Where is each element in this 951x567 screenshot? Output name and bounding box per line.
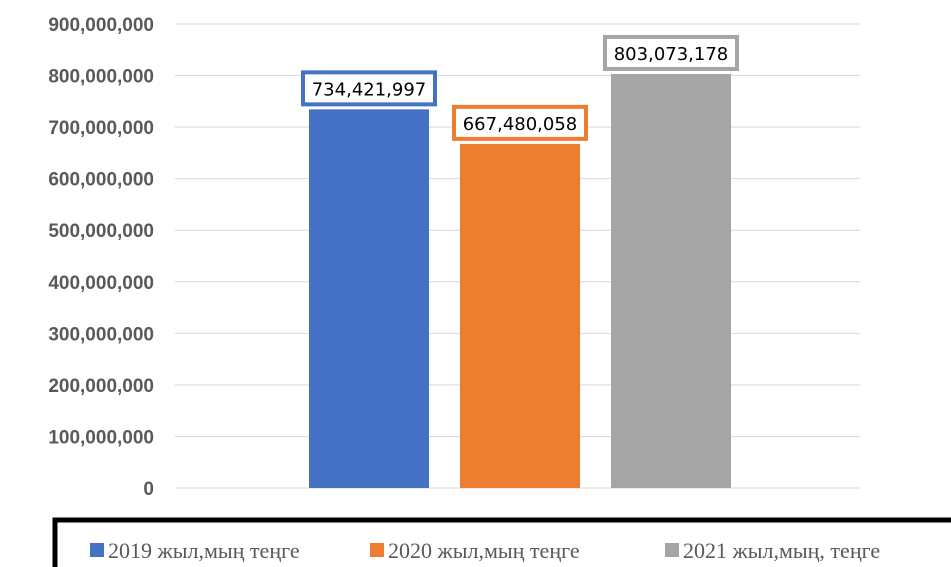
bars xyxy=(309,73,731,489)
legend: 2019 жыл,мың теңге 2020 жыл,мың теңге 2021… xyxy=(52,517,951,567)
y-tick-label: 900,000,000 xyxy=(48,15,154,36)
legend-item: 2019 жыл,мың теңге xyxy=(90,538,300,563)
legend-box xyxy=(52,517,951,567)
y-tick-label: 500,000,000 xyxy=(48,221,154,242)
legend-swatch xyxy=(90,543,104,557)
legend-label: 2019 жыл,мың теңге xyxy=(108,538,300,563)
data-labels: 734,421,997 667,480,058 803,073,178 xyxy=(301,34,739,141)
data-label-box xyxy=(603,34,739,71)
data-label-box xyxy=(452,104,588,141)
legend-item: 2020 жыл,мың теңге xyxy=(370,538,580,563)
data-label-text: 667,480,058 xyxy=(463,114,578,135)
data-label: 803,073,178 xyxy=(603,34,739,71)
legend-label: 2021 жыл,мың, теңге xyxy=(683,538,880,563)
y-tick-label: 600,000,000 xyxy=(48,170,154,191)
bar xyxy=(309,109,429,489)
legend-swatch xyxy=(370,543,384,557)
data-label-text: 803,073,178 xyxy=(614,44,729,65)
legend-item: 2021 жыл,мың, теңге xyxy=(665,538,880,563)
data-label-text: 734,421,997 xyxy=(312,79,427,100)
data-label: 734,421,997 xyxy=(301,70,437,107)
data-label-box xyxy=(301,70,437,107)
y-tick-label: 100,000,000 xyxy=(48,427,154,448)
y-tick-label: 0 xyxy=(143,479,154,500)
y-tick-label: 400,000,000 xyxy=(48,273,154,294)
y-tick-label: 800,000,000 xyxy=(48,67,154,88)
bar xyxy=(611,73,731,488)
y-tick-label: 700,000,000 xyxy=(48,118,154,139)
y-tick-label: 200,000,000 xyxy=(48,376,154,397)
y-axis-tick-labels: 0 100,000,000 200,000,000 300,000,000 400,00… xyxy=(48,15,154,500)
data-label: 667,480,058 xyxy=(452,104,588,141)
legend-swatch xyxy=(665,543,679,557)
y-tick-label: 300,000,000 xyxy=(48,324,154,345)
bar xyxy=(460,143,580,488)
legend-label: 2020 жыл,мың теңге xyxy=(388,538,580,563)
